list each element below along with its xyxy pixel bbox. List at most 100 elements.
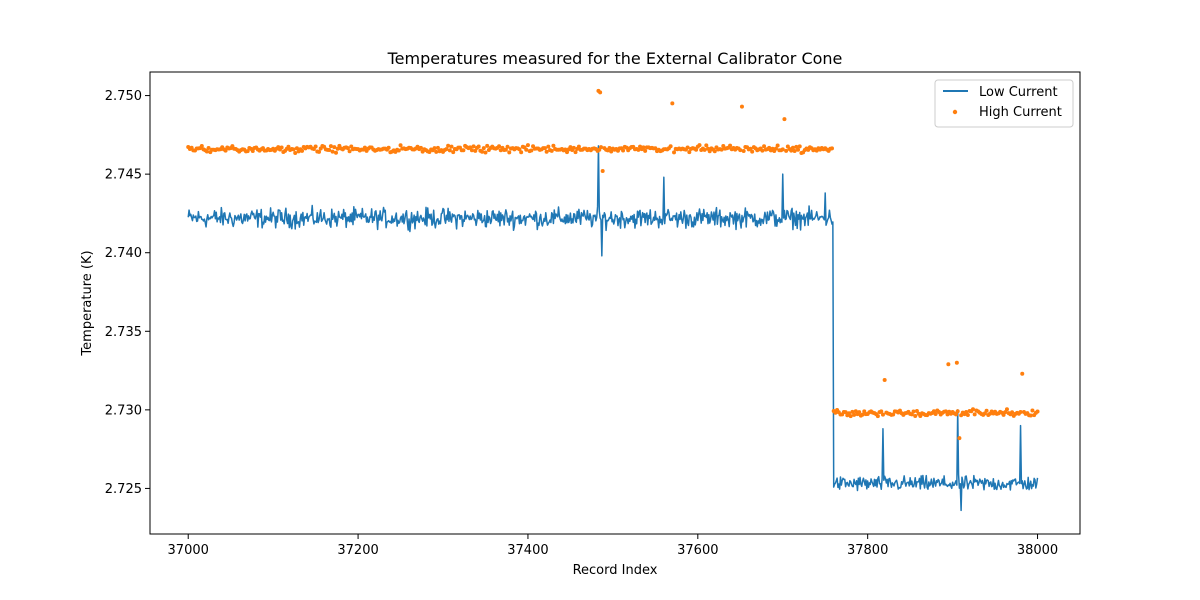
high-current-point (507, 150, 512, 155)
high-current-point (461, 148, 466, 153)
x-tick-label: 37200 (337, 543, 378, 558)
high-current-point (480, 149, 485, 154)
high-current-point (670, 101, 675, 106)
high-current-point (471, 144, 476, 149)
high-current-point (524, 147, 529, 152)
x-tick-label: 38000 (1017, 543, 1058, 558)
axes-frame (149, 71, 1081, 535)
high-current-point (784, 148, 789, 153)
legend-high-current-swatch (952, 109, 958, 115)
high-current-point (790, 145, 795, 150)
high-current-point (668, 144, 673, 149)
legend: Low Current High Current (934, 79, 1074, 128)
high-current-point (964, 409, 969, 414)
high-current-point (739, 104, 744, 109)
high-current-point (694, 147, 699, 152)
low-current-series-line (187, 145, 1039, 512)
high-current-point (293, 150, 298, 155)
high-current-point (497, 144, 502, 149)
high-current-point (204, 149, 209, 154)
high-current-point (568, 145, 573, 150)
high-current-point (853, 409, 858, 414)
high-current-point (398, 143, 403, 148)
high-current-point (875, 414, 880, 419)
high-current-point (984, 408, 989, 413)
high-current-point (347, 149, 352, 154)
high-current-point (418, 145, 423, 150)
high-current-point (687, 150, 692, 155)
high-current-point (573, 150, 578, 155)
high-current-point (852, 412, 857, 417)
high-current-point (843, 410, 848, 415)
high-current-point (485, 143, 490, 148)
legend-low-current-label: Low Current (979, 85, 1058, 100)
high-current-point (1004, 407, 1009, 412)
high-current-point (760, 148, 765, 153)
high-current-point (476, 144, 481, 149)
x-tick-label: 37800 (847, 543, 888, 558)
high-current-point (712, 149, 717, 154)
high-current-point (797, 144, 802, 149)
high-current-point (447, 148, 452, 153)
high-current-point (525, 143, 530, 148)
high-current-point (334, 150, 338, 155)
high-current-point (882, 378, 887, 382)
y-tick-label: 2.740 (105, 246, 142, 261)
high-current-point (719, 147, 724, 152)
high-current-point (946, 362, 951, 367)
high-current-point (199, 144, 204, 149)
high-current-point (291, 147, 296, 152)
x-tick-label: 37000 (168, 543, 209, 558)
y-tick-label: 2.735 (105, 325, 142, 340)
high-current-point (970, 407, 975, 412)
high-current-point (313, 144, 318, 149)
high-current-point (542, 146, 547, 151)
high-current-point (317, 149, 322, 154)
high-current-point (782, 117, 787, 122)
high-current-point (279, 145, 284, 150)
high-current-point (672, 150, 677, 155)
high-current-point (446, 143, 451, 148)
high-current-point (685, 145, 690, 150)
high-current-point (773, 146, 778, 151)
high-current-point (879, 409, 884, 414)
high-current-point (738, 148, 743, 153)
high-current-point (957, 436, 962, 441)
high-current-point (551, 143, 556, 148)
plot-area (186, 88, 1040, 512)
high-current-point (697, 143, 702, 148)
high-current-point (911, 409, 916, 414)
high-current-point (598, 145, 603, 150)
y-tick-label: 2.745 (105, 168, 142, 183)
x-tick-label: 37400 (507, 543, 548, 558)
high-current-point (641, 145, 646, 150)
high-current-point (954, 360, 959, 365)
high-current-point (294, 146, 299, 151)
high-current-point (1035, 409, 1040, 414)
x-tick-label: 37600 (677, 543, 718, 558)
high-current-point (943, 409, 948, 414)
y-tick-label: 2.725 (105, 482, 142, 497)
high-current-point (546, 144, 551, 149)
high-current-point (206, 145, 211, 150)
high-current-point (704, 143, 709, 148)
high-current-point (362, 145, 367, 150)
high-current-point (913, 414, 918, 419)
high-current-point (469, 148, 474, 153)
high-current-point (857, 410, 862, 415)
y-axis-label: Temperature (K) (80, 250, 95, 356)
high-current-point (330, 149, 335, 154)
high-current-point (544, 149, 549, 154)
high-current-point (850, 409, 855, 414)
high-current-point (741, 148, 746, 153)
legend-box (934, 79, 1074, 128)
high-current-point (775, 143, 780, 148)
high-current-point (517, 147, 522, 152)
high-current-point (636, 147, 641, 152)
high-current-point (621, 148, 626, 153)
high-current-point (451, 150, 456, 155)
high-current-point (328, 144, 333, 149)
high-current-point (332, 145, 337, 150)
high-current-point (750, 149, 755, 154)
high-current-point (576, 144, 581, 149)
